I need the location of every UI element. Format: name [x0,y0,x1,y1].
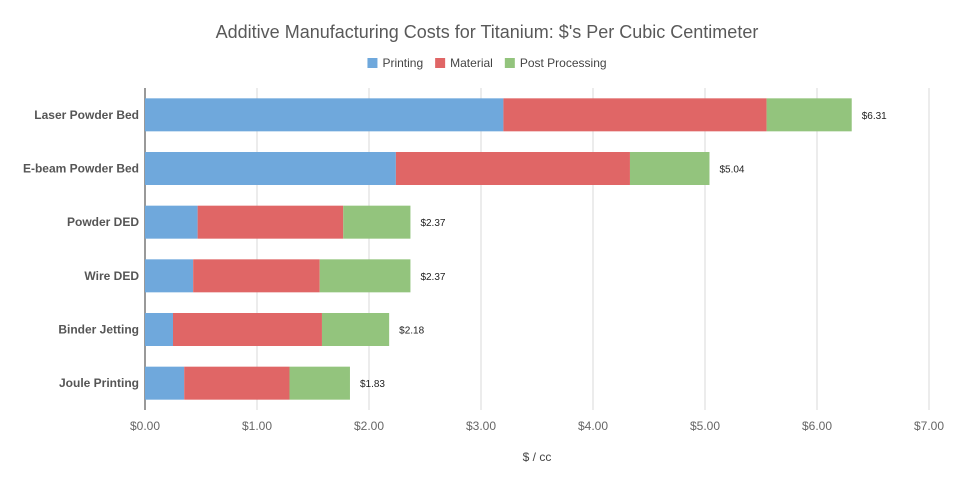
x-tick-labels: $0.00 $1.00 $2.00 $3.00 $4.00 $5.00 $6.00 $7.00 [130,419,944,433]
x-tick-label: $7.00 [914,419,944,433]
bar-segment-post-processing [343,205,411,239]
bar-segment-material [184,366,290,400]
x-tick-label: $5.00 [690,419,720,433]
total-data-label: $5.04 [719,165,744,176]
bar-segment-post-processing [289,366,350,400]
x-axis-title: $ / cc [523,450,552,464]
category-label: Binder Jetting [58,323,139,337]
total-data-label: $2.37 [420,218,445,229]
legend-swatch [435,58,446,68]
bar-segment-printing [145,313,173,346]
total-data-label: $2.37 [420,272,445,283]
category-label: Joule Printing [59,376,139,390]
gridlines [144,88,930,410]
bar-segment-material [503,98,767,132]
category-label: Wire DED [84,269,139,283]
bar-segment-post-processing [766,98,852,132]
legend-swatch [367,58,378,68]
bar-segment-printing [145,259,194,293]
bar-segment-post-processing [629,152,710,185]
bars [145,98,852,400]
total-labels: $6.31 $5.04 $2.37 $2.37 $2.18 $1.83 [360,111,887,390]
x-tick-label: $0.00 [130,419,160,433]
x-tick-label: $3.00 [466,419,496,433]
category-label: Laser Powder Bed [34,108,139,122]
total-data-label: $1.83 [360,379,385,390]
category-labels: Laser Powder Bed E-beam Powder Bed Powder … [23,108,139,390]
legend-label: Material [450,56,493,70]
total-data-label: $6.31 [862,111,887,122]
bar-segment-printing [145,152,396,185]
category-label: E-beam Powder Bed [23,162,139,176]
bar-segment-printing [145,98,504,132]
bar-segment-material [395,152,630,185]
legend-label: Post Processing [520,56,607,70]
chart-title: Additive Manufacturing Costs for Titaniu… [216,22,759,42]
bar-segment-material [173,313,322,346]
legend-label: Printing [382,56,423,70]
bar-segment-printing [145,366,185,400]
bar-segment-material [193,259,320,293]
bar-segment-post-processing [319,259,411,293]
x-tick-label: $1.00 [242,419,272,433]
category-label: Powder DED [67,215,139,229]
legend-swatch [504,58,515,68]
bar-segment-post-processing [321,313,390,346]
bar-segment-printing [145,205,198,239]
x-tick-label: $4.00 [578,419,608,433]
legend: Printing Material Post Processing [367,56,607,70]
x-tick-label: $2.00 [354,419,384,433]
total-data-label: $2.18 [399,326,424,337]
x-tick-label: $6.00 [802,419,832,433]
bar-segment-material [197,205,344,239]
